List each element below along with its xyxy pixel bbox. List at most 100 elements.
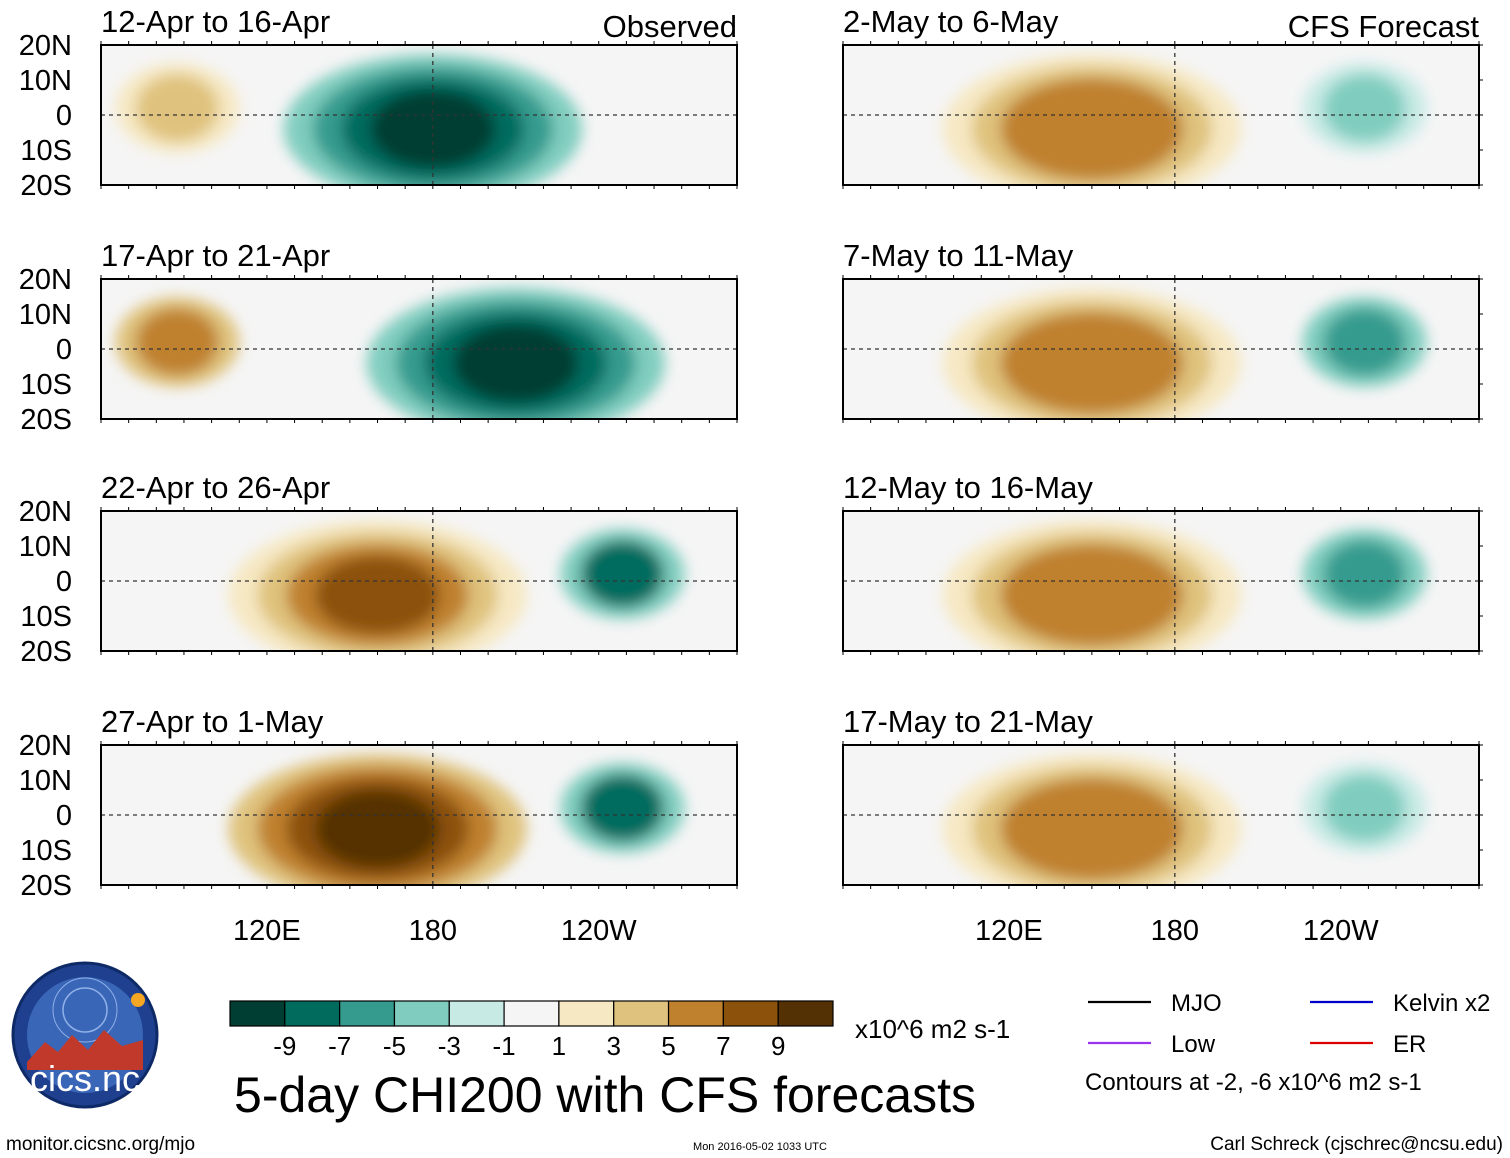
latitude-tick-labels: 20N10N010S20S20N10N010S20S20N10N010S20S2… (19, 30, 72, 902)
colorbar-swatch (558, 1000, 615, 1027)
anomaly-field (101, 279, 737, 419)
anomaly-blob (1323, 774, 1406, 842)
anomaly-field (101, 45, 737, 185)
lon-tick-label: 120W (1303, 915, 1379, 947)
colorbar-units: x10^6 m2 s-1 (855, 1014, 1010, 1044)
lat-tick-label: 20S (20, 636, 72, 668)
figure-title: 5-day CHI200 with CFS forecasts (234, 1067, 976, 1123)
lat-tick-label: 20S (20, 170, 72, 202)
lat-tick-label: 0 (56, 566, 72, 598)
anomaly-blob (315, 789, 440, 869)
footer-timestamp: Mon 2016-05-02 1033 UTC (693, 1141, 827, 1153)
longitude-tick-labels: 120E 180 120W 120E 180 120W (233, 915, 1379, 947)
column-title: CFS Forecast (1288, 9, 1480, 44)
panel-period-label: 17-Apr to 21-Apr (101, 238, 330, 273)
lon-tick-label: 120W (561, 915, 637, 947)
lat-tick-label: 10S (20, 835, 72, 867)
anomaly-field (101, 511, 737, 651)
anomaly-field (101, 745, 737, 885)
panel-frame (100, 278, 738, 420)
panel-frame (100, 44, 738, 186)
lat-tick-label: 10N (19, 765, 72, 797)
anomaly-field (843, 279, 1479, 419)
lon-tick-label: 180 (1151, 915, 1199, 947)
anomaly-blob (581, 774, 664, 842)
panel: 22-Apr to 26-Apr (100, 470, 738, 655)
panel: 27-Apr to 1-May (100, 704, 738, 889)
anomaly-blob (1029, 555, 1155, 635)
colorbar-label: -9 (273, 1031, 296, 1061)
lat-tick-label: 10N (19, 65, 72, 97)
colorbar-swatch (667, 1000, 724, 1027)
panel-period-label: 7-May to 11-May (843, 238, 1074, 273)
anomaly-blob (315, 555, 440, 635)
column-title: Observed (603, 9, 737, 44)
panel-period-label: 27-Apr to 1-May (101, 704, 324, 739)
anomaly-blob (135, 308, 219, 376)
colorbar-swatch (284, 1000, 341, 1027)
colorbar-swatch (393, 1000, 450, 1027)
anomaly-blob (1323, 308, 1406, 376)
panel-period-label: 12-Apr to 16-Apr (101, 4, 330, 39)
panel: 7-May to 11-May (842, 238, 1483, 423)
lat-tick-label: 10S (20, 601, 72, 633)
lat-tick-label: 20S (20, 870, 72, 902)
panel: 17-May to 21-May (842, 704, 1483, 889)
lat-tick-label: 10N (19, 531, 72, 563)
legend-label: MJO (1171, 990, 1222, 1017)
colorbar-swatch (503, 1000, 560, 1027)
anomaly-field (843, 745, 1479, 885)
lat-tick-label: 10S (20, 135, 72, 167)
lat-tick-label: 10N (19, 299, 72, 331)
anomaly-blob (1323, 74, 1406, 142)
panel: 2-May to 6-May CFS Forecast (842, 4, 1483, 189)
anomaly-blob (135, 74, 219, 142)
panel-frame (100, 510, 738, 652)
panel-period-label: 17-May to 21-May (843, 704, 1093, 739)
lat-tick-label: 0 (56, 800, 72, 832)
footer-website[interactable]: monitor.cicsnc.org/mjo (6, 1134, 195, 1155)
lat-tick-label: 20N (19, 264, 72, 296)
anomaly-blob (1029, 323, 1155, 403)
legend: MJO Kelvin x2 Low ER (1088, 990, 1490, 1058)
colorbar-swatch (613, 1000, 670, 1027)
lon-tick-label: 120E (233, 915, 301, 947)
lat-tick-label: 20N (19, 730, 72, 762)
colorbar-label: 9 (771, 1031, 785, 1061)
panel-period-label: 12-May to 16-May (843, 470, 1093, 505)
anomaly-blob (581, 540, 664, 608)
colorbar-swatch (229, 1000, 286, 1027)
anomaly-blob (1029, 89, 1155, 169)
colorbar-swatch (339, 1000, 396, 1027)
colorbar-label: -1 (493, 1031, 516, 1061)
colorbar-swatch (722, 1000, 779, 1027)
legend-label: Low (1171, 1031, 1216, 1058)
colorbar-label: 7 (716, 1031, 730, 1061)
colorbar-label: 3 (606, 1031, 620, 1061)
colorbar-label: 1 (552, 1031, 566, 1061)
colorbar-label: -3 (438, 1031, 461, 1061)
colorbar-swatch (448, 1000, 505, 1027)
colorbar-swatch (777, 1000, 834, 1027)
lat-tick-label: 10S (20, 369, 72, 401)
lat-tick-label: 20N (19, 496, 72, 528)
lon-tick-label: 180 (409, 915, 457, 947)
colorbar: -9 -7 -5 -3 -1 1 3 5 7 9 (229, 1000, 834, 1061)
legend-label: ER (1393, 1031, 1426, 1058)
panel-period-label: 2-May to 6-May (843, 4, 1059, 39)
anomaly-blob (1323, 540, 1406, 608)
anomaly-field (843, 511, 1479, 651)
panel-frame (100, 744, 738, 886)
anomaly-field (843, 45, 1479, 185)
cics-logo: cics.nc (11, 961, 159, 1109)
logo-text: cics.nc (30, 1058, 140, 1099)
contour-note: Contours at -2, -6 x10^6 m2 s-1 (1085, 1069, 1422, 1096)
legend-label: Kelvin x2 (1393, 990, 1490, 1017)
lat-tick-label: 0 (56, 334, 72, 366)
anomaly-blob (453, 323, 579, 403)
panel-period-label: 22-Apr to 26-Apr (101, 470, 330, 505)
lat-tick-label: 20S (20, 404, 72, 436)
panel: 12-May to 16-May (842, 470, 1483, 655)
panels: 12-Apr to 16-Apr Observed 17-Apr to 21-Apr… (100, 4, 1483, 889)
